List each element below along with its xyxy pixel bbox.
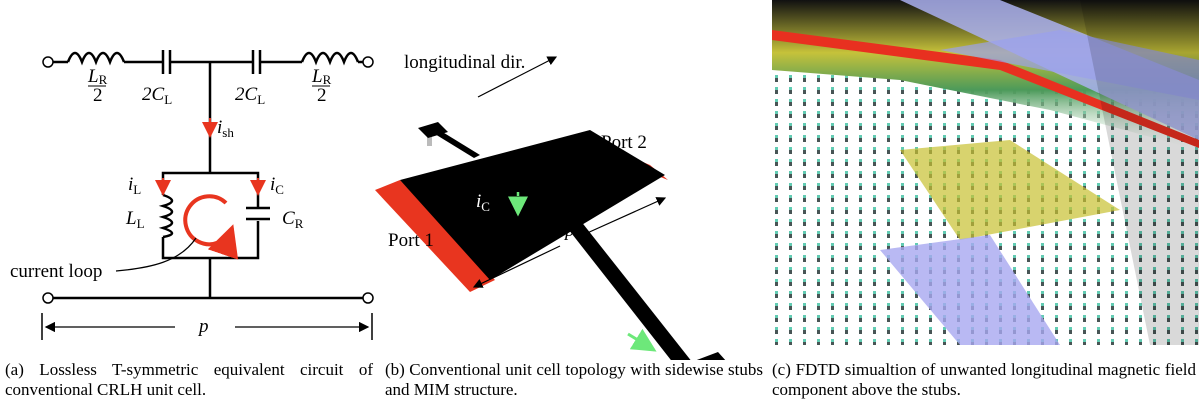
caption-c: (c) FDTD simualtion of unwanted longitud… bbox=[772, 360, 1196, 400]
figure: LR 2 2CL 2CL LR 2 ish iL LL iC CR curren… bbox=[0, 0, 1199, 405]
period-label: p bbox=[197, 316, 209, 337]
lr-left-label: LR bbox=[87, 66, 108, 87]
i-l-label: iL bbox=[128, 174, 141, 197]
layout bbox=[375, 57, 745, 360]
lr-right-den: 2 bbox=[317, 85, 327, 106]
l-l-label: LL bbox=[125, 208, 145, 231]
cl-left-label: 2CL bbox=[142, 84, 172, 107]
lr-left-den: 2 bbox=[93, 85, 103, 106]
c-r-label: CR bbox=[282, 208, 304, 231]
direction-label: longitudinal dir. bbox=[404, 52, 525, 73]
loop-label: current loop bbox=[10, 261, 102, 282]
caption-a: (a) Lossless T-symmetric equivalent circ… bbox=[5, 360, 373, 400]
lr-right-label: LR bbox=[311, 66, 332, 87]
port1-label: Port 1 bbox=[388, 230, 434, 251]
caption-b: (b) Conventional unit cell topology with… bbox=[385, 360, 763, 400]
i-c-label: iC bbox=[270, 174, 284, 197]
i-sh-label: ish bbox=[217, 117, 234, 140]
cl-right-label: 2CL bbox=[235, 84, 265, 107]
figure-graphics: LR 2 2CL 2CL LR 2 ish iL LL iC CR curren… bbox=[0, 0, 1199, 360]
port2-label: Port 2 bbox=[601, 132, 647, 153]
period-label: p bbox=[563, 220, 575, 241]
fdtd-image bbox=[772, 0, 1199, 345]
